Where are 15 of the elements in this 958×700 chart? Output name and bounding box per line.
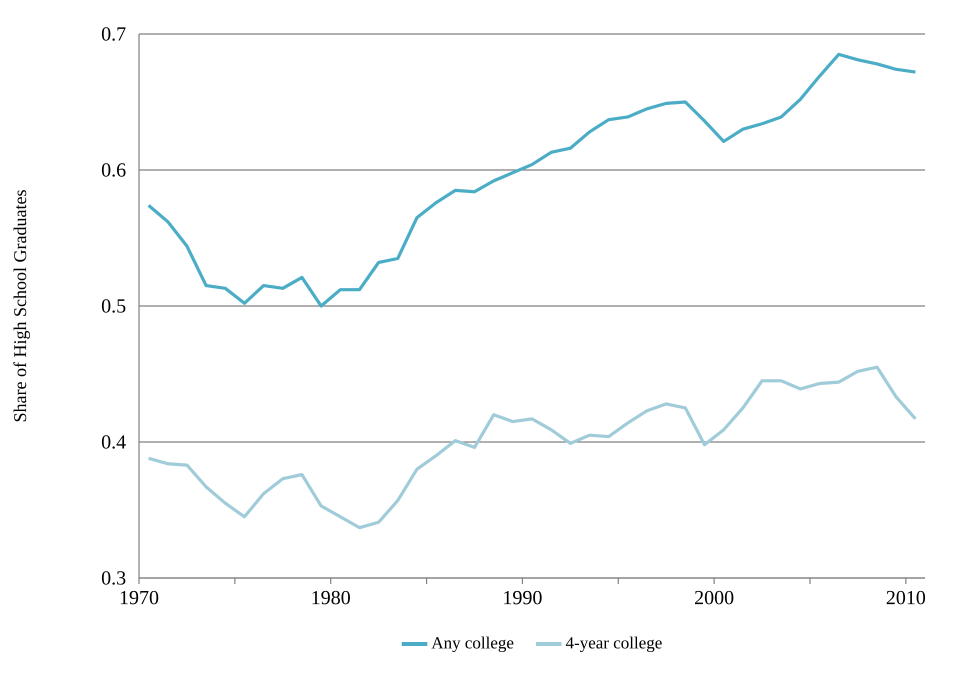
legend-label: Any college — [432, 636, 514, 652]
y-axis-title: Share of High School Graduates — [13, 190, 30, 422]
y-tick-label: 0.6 — [102, 163, 126, 177]
y-tick-label: 0.4 — [102, 435, 126, 449]
x-tick-label: 2000 — [695, 590, 734, 604]
y-tick-label: 0.3 — [102, 571, 126, 585]
x-tick-label: 1990 — [504, 590, 542, 604]
x-tick-label: 1980 — [312, 590, 350, 604]
y-tick-label: 0.7 — [102, 27, 126, 41]
x-tick-label: 2010 — [886, 590, 926, 604]
line-series — [146, 366, 918, 530]
x-tick-label: 1970 — [120, 590, 158, 604]
y-tick-label: 0.5 — [102, 299, 126, 313]
line-series — [146, 52, 918, 308]
legend-label: 4-year college — [566, 636, 662, 652]
